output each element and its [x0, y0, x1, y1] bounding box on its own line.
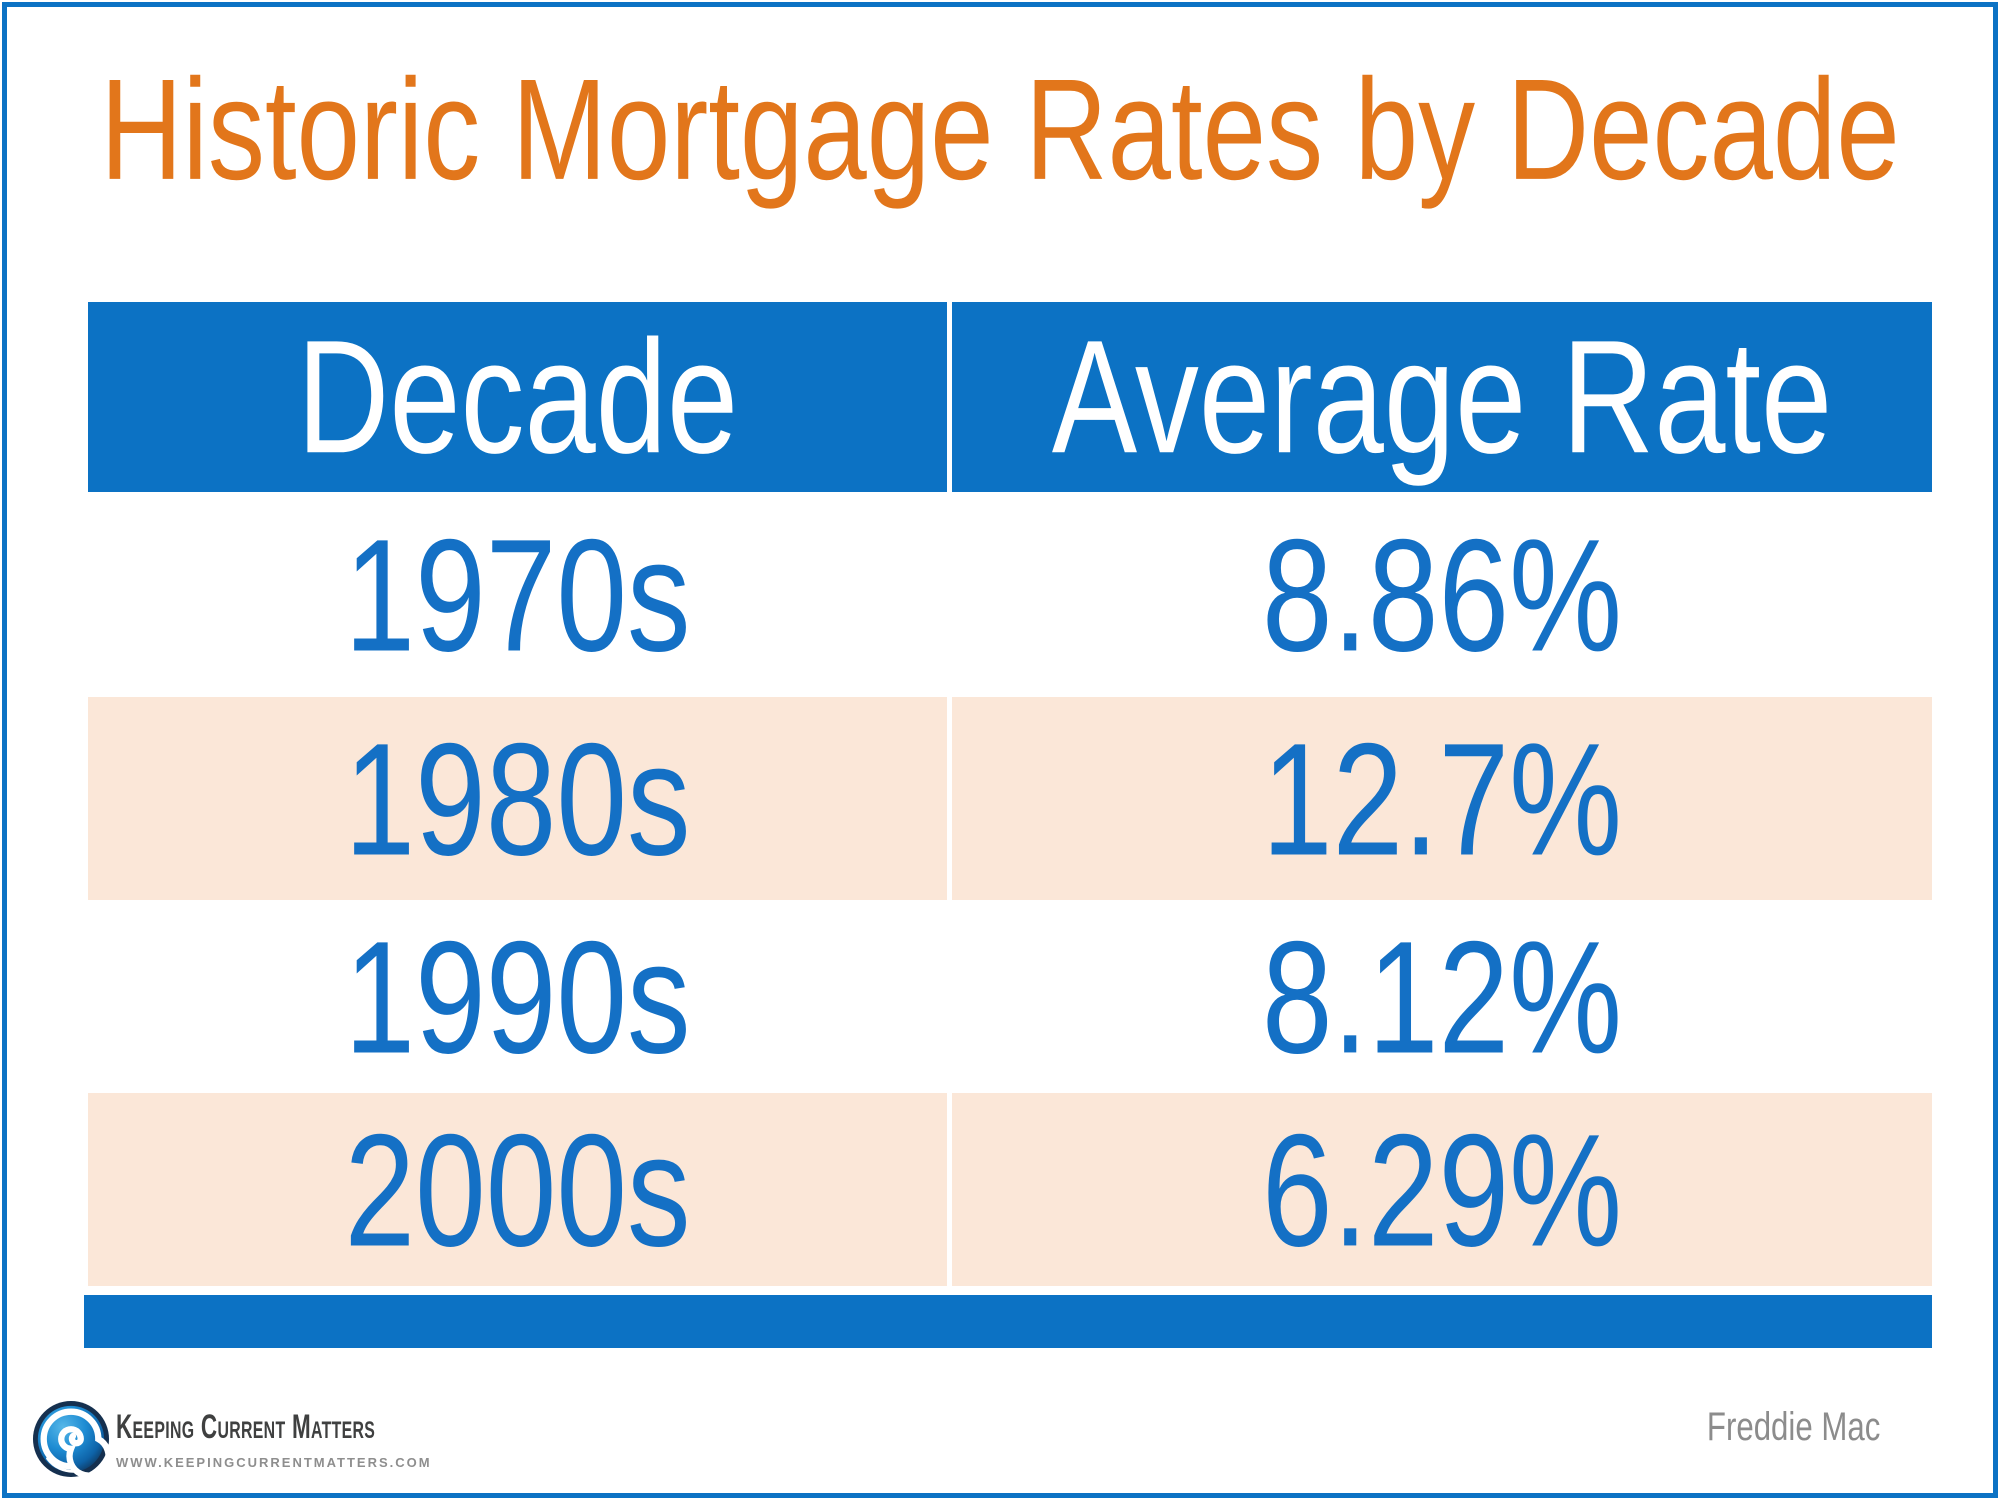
table-row: 1990s 8.12%: [88, 900, 1932, 1093]
header-cell-average-rate: Average Rate: [952, 302, 1932, 492]
decade-cell: 1980s: [88, 697, 947, 900]
rate-cell: 8.86%: [952, 492, 1932, 697]
decade-value: 1970s: [344, 505, 691, 684]
decade-value: 1990s: [344, 907, 691, 1086]
table-row: 1980s 12.7%: [88, 697, 1932, 900]
rate-cell: 8.12%: [952, 900, 1932, 1093]
source-attribution: Freddie Mac: [1706, 1405, 1880, 1449]
page-title-text: Historic Mortgage Rates by Decade: [100, 50, 1900, 211]
brand-block: Keeping Current Matters WWW.KEEPINGCURRE…: [116, 1408, 509, 1470]
kcm-swirl-logo-icon: [32, 1400, 110, 1478]
header-decade-label: Decade: [296, 306, 739, 488]
rate-cell: 12.7%: [952, 697, 1932, 900]
table-row: 2000s 6.29%: [88, 1093, 1932, 1286]
rate-value: 8.12%: [1261, 907, 1623, 1086]
decade-cell: 1970s: [88, 492, 947, 697]
rate-value: 12.7%: [1261, 709, 1623, 888]
brand-url: WWW.KEEPINGCURRENTMATTERS.COM: [116, 1455, 432, 1471]
decade-cell: 1990s: [88, 900, 947, 1093]
decade-value: 2000s: [344, 1100, 691, 1279]
table-row: 1970s 8.86%: [88, 492, 1932, 697]
table-header-row: Decade Average Rate: [88, 302, 1932, 492]
decade-value: 1980s: [344, 709, 691, 888]
rate-value: 8.86%: [1261, 505, 1623, 684]
header-cell-decade: Decade: [88, 302, 947, 492]
decade-cell: 2000s: [88, 1093, 947, 1286]
rate-cell: 6.29%: [952, 1093, 1932, 1286]
page-title: Historic Mortgage Rates by Decade: [0, 50, 2000, 210]
brand-name: Keeping Current Matters: [116, 1408, 376, 1446]
rate-value: 6.29%: [1261, 1100, 1623, 1279]
rates-table: Decade Average Rate 1970s 8.86% 1980s 12…: [84, 302, 1932, 1348]
header-average-rate-label: Average Rate: [1051, 306, 1833, 488]
table-bottom-bar: [84, 1295, 1932, 1348]
